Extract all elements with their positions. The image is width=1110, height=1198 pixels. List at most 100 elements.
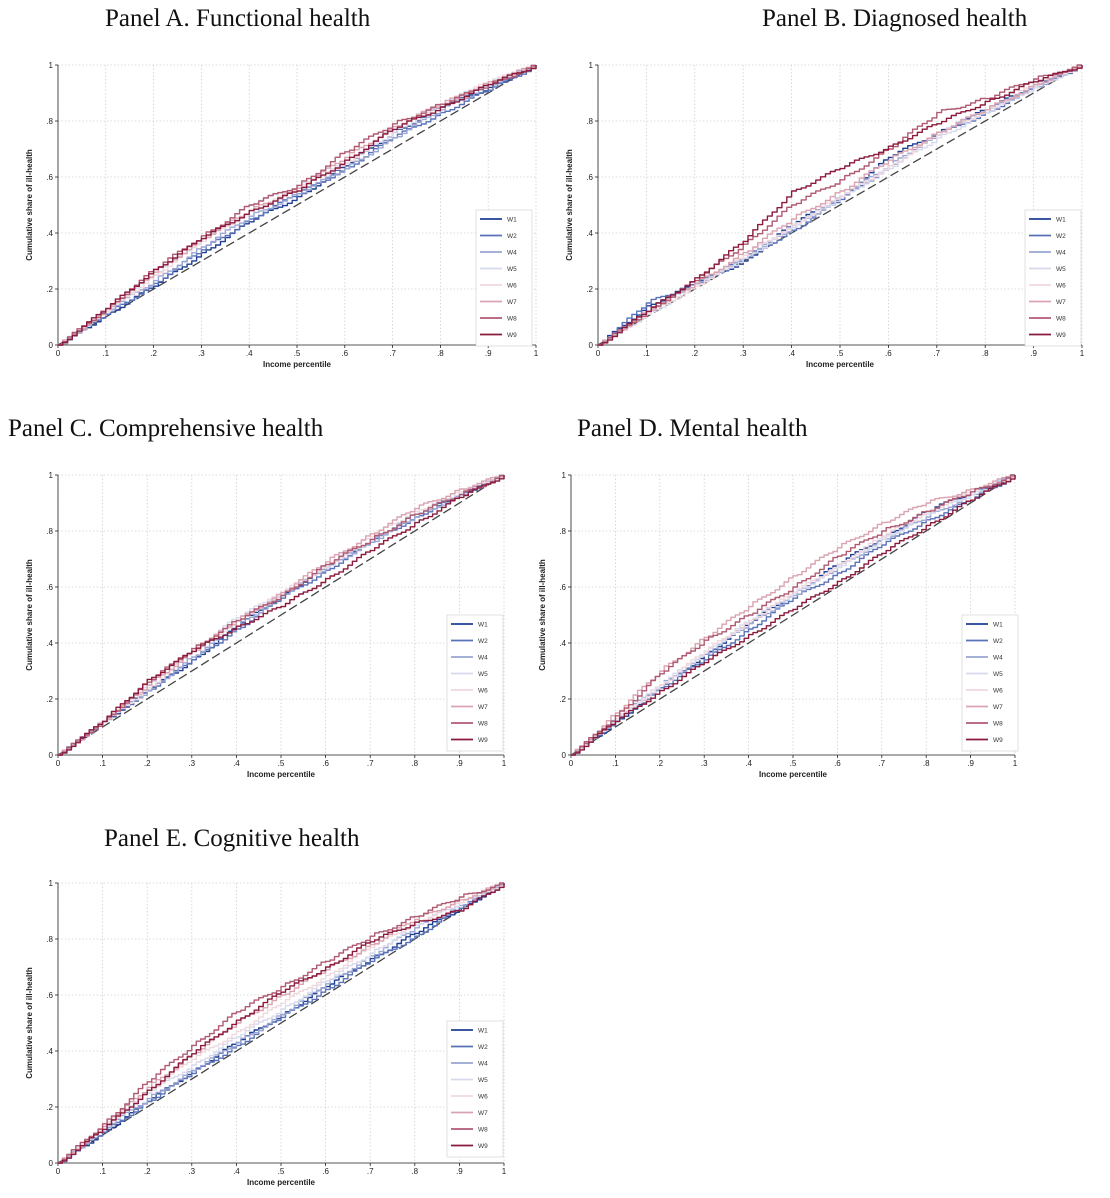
legend-label-w1: W1 [507, 217, 517, 224]
panel-a-chart: 0 .1 .2 .3 .4 .5 .6 .7 .8 .9 1 0 .2 .4 .6 .8 1 Income per… [25, 61, 539, 369]
panel-c-chart: 0 .1 .2 .3 .4 .5 .6 .7 .8 .9 1 0 .2 .4 .6 .8 1 Income per… [25, 471, 507, 779]
x-tick-label: .5 [294, 349, 301, 358]
series-line-w9 [58, 883, 505, 1164]
x-tick-label: .5 [790, 759, 797, 768]
x-tick-label: .9 [967, 759, 974, 768]
x-tick-label: .5 [278, 1167, 285, 1176]
x-axis-title: Income percentile [247, 770, 316, 779]
y-tick-label: 0 [49, 751, 54, 760]
y-tick-label: .4 [559, 639, 566, 648]
x-tick-label: .5 [278, 759, 285, 768]
legend-label-w7: W7 [993, 704, 1003, 711]
legend-label-w8: W8 [478, 721, 488, 728]
legend-label-w2: W2 [507, 233, 517, 240]
y-tick-label: .8 [559, 527, 566, 536]
x-tick-label: .2 [144, 759, 151, 768]
legend-label-w2: W2 [1056, 233, 1066, 240]
x-tick-label: .2 [144, 1167, 151, 1176]
equality-line [570, 474, 1016, 756]
x-tick-label: 0 [56, 759, 61, 768]
x-tick-label: .4 [246, 349, 253, 358]
y-tick-label: .8 [46, 117, 53, 126]
x-tick-label: .7 [367, 759, 374, 768]
series-line-w6 [571, 475, 1016, 756]
legend-label-w4: W4 [993, 655, 1003, 662]
y-tick-label: 0 [49, 1159, 54, 1168]
legend-box [961, 614, 1019, 752]
x-tick-label: .1 [612, 759, 619, 768]
x-tick-label: .7 [389, 349, 396, 358]
y-tick-label: .2 [46, 1103, 53, 1112]
legend-label-w5: W5 [1056, 266, 1066, 273]
y-tick-label: .2 [586, 285, 593, 294]
y-tick-label: .4 [46, 229, 53, 238]
panel-c-title: Panel C. Comprehensive health [8, 415, 324, 442]
y-axis-title: Cumulative share of ill-health [25, 967, 34, 1079]
legend-box [446, 614, 504, 752]
y-tick-label: .2 [46, 285, 53, 294]
series-line-w9 [598, 65, 1083, 346]
legend-label-w9: W9 [478, 1143, 488, 1150]
legend-label-w9: W9 [993, 737, 1003, 744]
x-tick-label: .6 [885, 349, 892, 358]
y-tick-label: 0 [562, 751, 567, 760]
series-line-w6 [598, 65, 1083, 346]
x-axis-title: Income percentile [247, 1178, 316, 1187]
x-tick-label: .4 [745, 759, 752, 768]
legend-label-w9: W9 [507, 332, 517, 339]
panel-e-title: Panel E. Cognitive health [104, 825, 360, 852]
legend-label-w8: W8 [478, 1127, 488, 1134]
panel-b-chart: 0 .1 .2 .3 .4 .5 .6 .7 .8 .9 1 0 .2 .4 .6 .8 1 Income per… [565, 61, 1085, 369]
x-tick-label: .4 [788, 349, 795, 358]
x-tick-label: .4 [233, 1167, 240, 1176]
panel-a-title: Panel A. Functional health [105, 5, 371, 32]
x-tick-label: 1 [534, 349, 539, 358]
x-tick-label: .8 [437, 349, 444, 358]
y-axis-title: Cumulative share of ill-health [538, 559, 547, 671]
x-axis-title: Income percentile [759, 770, 828, 779]
equality-line [57, 882, 505, 1164]
y-tick-label: .2 [46, 695, 53, 704]
x-tick-label: .2 [691, 349, 698, 358]
equality-line [57, 64, 537, 346]
y-axis-title: Cumulative share of ill-health [25, 559, 34, 671]
x-tick-label: .1 [99, 1167, 106, 1176]
y-tick-label: 0 [589, 341, 594, 350]
x-tick-label: .3 [198, 349, 205, 358]
x-tick-label: .4 [233, 759, 240, 768]
legend-label-w2: W2 [993, 638, 1003, 645]
series-line-w9 [58, 65, 537, 346]
legend-box [475, 209, 533, 347]
legend-label-w4: W4 [1056, 250, 1066, 257]
legend-label-w4: W4 [478, 1061, 488, 1068]
legend-label-w9: W9 [478, 737, 488, 744]
legend-label-w5: W5 [993, 671, 1003, 678]
legend-label-w6: W6 [478, 1094, 488, 1101]
x-tick-label: .6 [322, 1167, 329, 1176]
x-tick-label: .9 [485, 349, 492, 358]
series-line-w9 [58, 475, 505, 756]
panel-d-title: Panel D. Mental health [577, 415, 808, 442]
series-line-w9 [571, 475, 1016, 756]
series-line-w8 [571, 474, 1016, 756]
legend-label-w8: W8 [507, 316, 517, 323]
x-tick-label: .3 [188, 1167, 195, 1176]
series-line-w2 [58, 883, 505, 1164]
legend-label-w4: W4 [478, 655, 488, 662]
y-axis-title: Cumulative share of ill-health [565, 149, 574, 261]
y-tick-label: .8 [586, 117, 593, 126]
legend-label-w5: W5 [507, 266, 517, 273]
x-tick-label: .9 [456, 759, 463, 768]
legend: W1 W2 W4 W5 W6 W7 W8 W9 [475, 209, 533, 347]
x-tick-label: .7 [367, 1167, 374, 1176]
x-tick-label: .3 [188, 759, 195, 768]
legend-label-w2: W2 [478, 638, 488, 645]
y-tick-label: .4 [46, 639, 53, 648]
legend: W1 W2 W4 W5 W6 W7 W8 W9 [446, 614, 504, 752]
legend-label-w1: W1 [993, 622, 1003, 629]
legend-box [1024, 209, 1082, 347]
legend-label-w6: W6 [993, 688, 1003, 695]
legend-label-w5: W5 [478, 671, 488, 678]
legend-label-w7: W7 [507, 299, 517, 306]
legend-label-w1: W1 [478, 622, 488, 629]
